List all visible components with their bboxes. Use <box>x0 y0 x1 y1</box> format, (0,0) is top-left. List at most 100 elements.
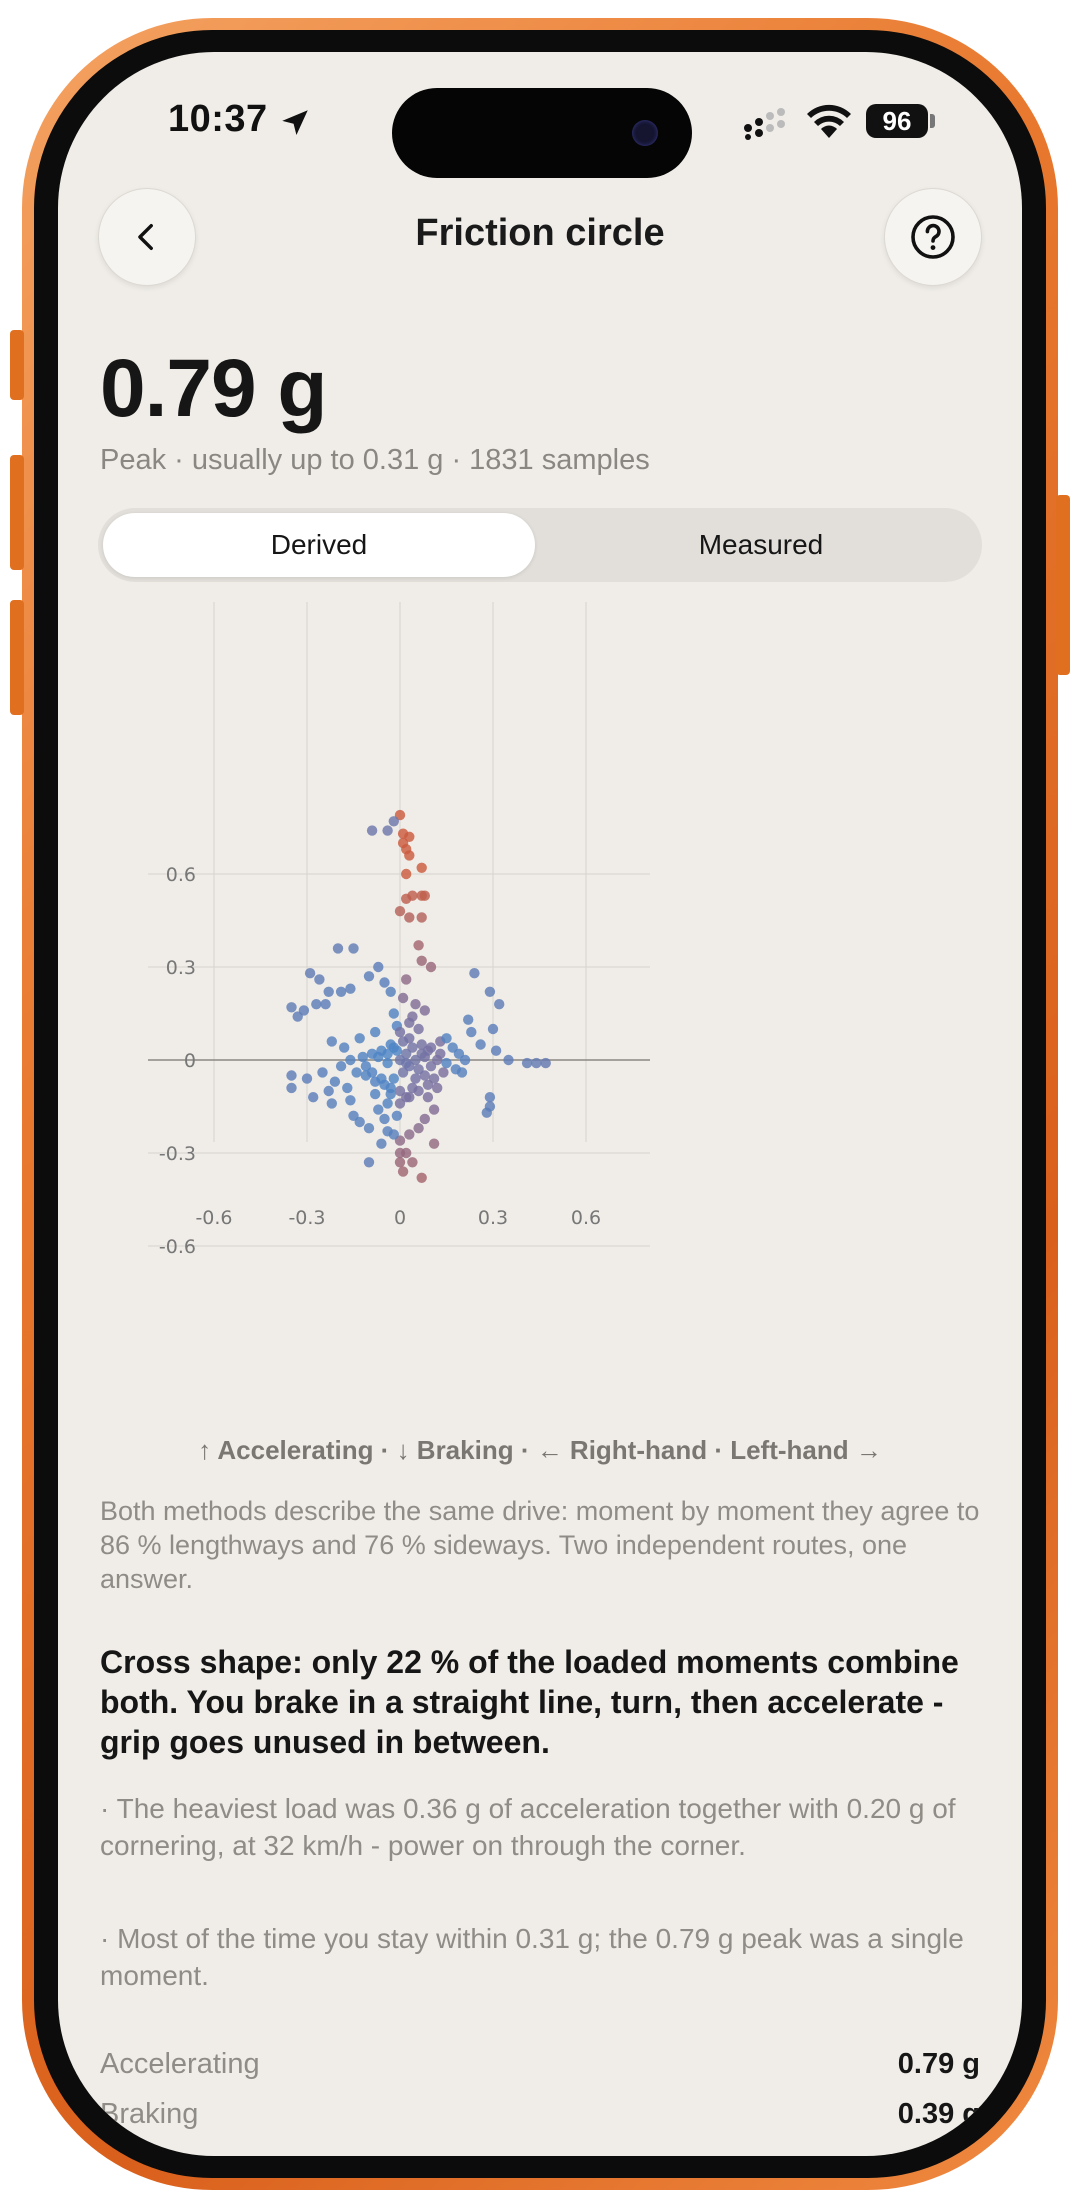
status-time: 10:37 <box>168 98 268 140</box>
scatter-point <box>413 1123 424 1134</box>
x-tick-label: -0.6 <box>195 1207 232 1229</box>
method-segmented-control: Derived Measured <box>98 508 982 582</box>
scatter-point <box>416 912 427 923</box>
scatter-point <box>370 1026 381 1038</box>
scatter-point <box>332 943 344 954</box>
scatter-point <box>385 986 396 997</box>
scatter-point <box>419 1113 430 1125</box>
scatter-point <box>540 1057 551 1069</box>
scatter-point <box>401 893 412 904</box>
scatter-point <box>354 1033 365 1044</box>
scatter-point <box>385 1082 396 1094</box>
stat-row-accelerating: Accelerating 0.79 g <box>100 2048 980 2088</box>
scatter-point <box>416 1048 427 1059</box>
x-tick-label: -0.3 <box>288 1207 325 1229</box>
scatter-point <box>394 1147 406 1159</box>
scatter-point <box>320 999 331 1010</box>
scatter-point <box>484 986 496 997</box>
stat-row-braking: Braking 0.39 g <box>100 2098 980 2138</box>
scatter-point <box>466 1026 477 1038</box>
scatter-point <box>481 1107 492 1118</box>
scatter-point <box>394 1157 406 1168</box>
scatter-points <box>286 809 551 1183</box>
wifi-icon <box>807 104 851 138</box>
scatter-point <box>311 999 322 1010</box>
battery-tip <box>930 114 935 128</box>
scatter-point <box>391 1110 403 1121</box>
scatter-point <box>432 1082 443 1094</box>
scatter-point <box>376 1073 387 1084</box>
peak-subtitle: Peak · usually up to 0.31 g · 1831 sampl… <box>100 444 650 476</box>
scatter-point <box>292 1011 303 1022</box>
volume-up-button <box>10 455 24 570</box>
scatter-point <box>388 816 399 827</box>
segment-measured[interactable]: Measured <box>698 529 824 560</box>
scatter-point <box>401 868 412 880</box>
insight-headline: Cross shape: only 22 % of the loaded mom… <box>100 1644 959 1760</box>
x-tick-label: 0.6 <box>571 1207 601 1229</box>
scatter-point <box>382 1057 393 1069</box>
scatter-point <box>503 1054 514 1066</box>
peak-value: 0.79 g <box>100 343 327 434</box>
scatter-point <box>317 1067 328 1078</box>
scatter-point <box>357 1051 368 1063</box>
scatter-point <box>373 961 384 973</box>
axis-ticks: -0.6 -0.3 0 0.3 0.6 0.6 0.3 0 -0.3 -0.6 <box>159 864 601 1258</box>
scatter-point <box>354 1116 365 1128</box>
segment-derived[interactable]: Derived <box>103 513 535 577</box>
volume-down-button <box>10 600 24 715</box>
dynamic-island <box>392 88 692 178</box>
agreement-text: Both methods describe the same drive: mo… <box>100 1496 980 1594</box>
scatter-point <box>348 943 359 954</box>
scatter-point <box>301 1073 313 1084</box>
scatter-point <box>447 1042 458 1053</box>
y-tick-label: 0 <box>184 1050 196 1072</box>
scatter-point <box>404 1017 415 1028</box>
scatter-point <box>373 1104 384 1115</box>
scatter-point <box>397 992 409 1004</box>
page-title: Friction circle <box>415 212 665 254</box>
scatter-point <box>335 986 347 997</box>
scatter-point <box>323 1085 334 1097</box>
scatter-point <box>379 977 390 988</box>
scatter-point <box>351 1067 362 1078</box>
scatter-point <box>286 1070 297 1081</box>
question-circle-icon <box>911 215 955 259</box>
y-tick-label: 0.6 <box>166 864 196 886</box>
scatter-point <box>401 1057 412 1069</box>
scatter-point <box>345 1054 356 1066</box>
scatter-point <box>314 974 325 985</box>
x-tick-label: 0.3 <box>478 1207 508 1229</box>
scatter-point <box>425 1042 437 1053</box>
back-button[interactable] <box>98 188 196 286</box>
scatter-point <box>531 1057 542 1069</box>
friction-circle-chart: -0.6 -0.3 0 0.3 0.6 0.6 0.3 0 -0.3 -0.6 <box>58 602 1022 1472</box>
scatter-point <box>394 906 406 917</box>
scatter-point <box>475 1039 486 1050</box>
axis-direction-legend: ↑ Accelerating · ↓ Braking · ← Right-han… <box>198 1435 882 1465</box>
power-button <box>1056 495 1070 675</box>
scatter-point <box>326 1098 337 1109</box>
scatter-point <box>388 1008 399 1019</box>
scatter-point <box>360 1061 372 1072</box>
scatter-point <box>388 1073 399 1084</box>
scatter-point <box>401 974 412 985</box>
screen: 10:37 96 Friction circle <box>58 52 1022 2156</box>
insight-bullet: · The heaviest load was 0.36 g of accele… <box>100 1793 956 1861</box>
scatter-point <box>404 850 415 861</box>
scatter-point <box>463 1014 474 1025</box>
scatter-point <box>382 1098 393 1109</box>
scatter-point <box>345 983 356 994</box>
scatter-point <box>286 1082 297 1094</box>
scatter-point <box>373 1051 384 1063</box>
scatter-point <box>404 912 415 923</box>
stat-value: 0.39 g <box>897 2098 980 2130</box>
scatter-point <box>413 1085 424 1097</box>
help-button[interactable] <box>884 188 982 286</box>
scatter-point <box>416 862 427 873</box>
scatter-point <box>410 1073 421 1084</box>
stat-label: Accelerating <box>100 2048 260 2080</box>
scatter-point <box>494 999 505 1010</box>
camera-icon <box>632 120 658 146</box>
action-button <box>10 330 24 400</box>
